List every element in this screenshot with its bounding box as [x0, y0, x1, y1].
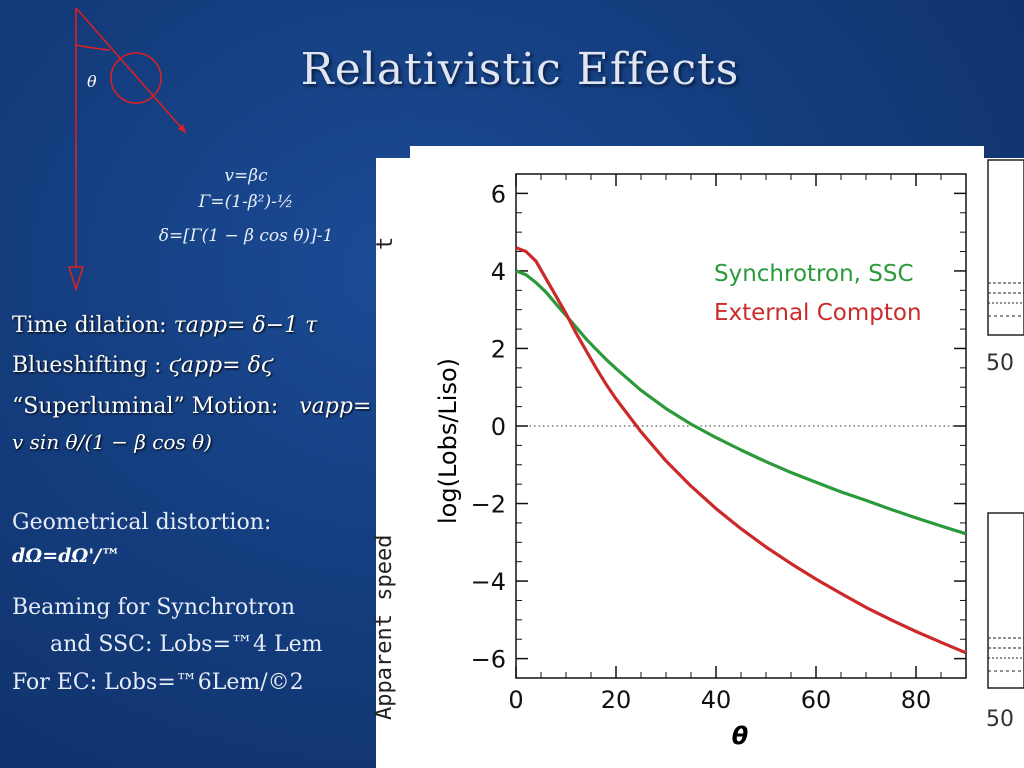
- y-tick-label: −6: [471, 646, 506, 674]
- doppler-factor-equation: δ=[Γ(1 − β cos θ)]-1: [158, 226, 334, 246]
- x-tick-label: 80: [901, 686, 932, 714]
- time-dilation-label: Time dilation:: [12, 313, 167, 338]
- axis-arrowhead: [67, 266, 85, 292]
- right-tick-label: 50: [986, 707, 1014, 732]
- time-dilation-formula: τapp= δ−1 τ: [173, 313, 318, 338]
- velocity-equation: v=βc: [224, 166, 268, 186]
- background-figure-ylabel: Apparent speed: [372, 534, 397, 720]
- y-tick-label: 6: [491, 180, 506, 208]
- background-figure-right-edge: 50 50: [986, 159, 1024, 732]
- right-panel-frame-bottom: [987, 512, 1024, 689]
- x-tick-label: 0: [508, 686, 523, 714]
- geometric-distortion-label: Geometrical distortion:: [12, 510, 272, 535]
- x-tick-label: 40: [701, 686, 732, 714]
- superluminal-line: “Superluminal” Motion: vapp=: [12, 394, 376, 419]
- legend-entry-synchrotron: Synchrotron, SSC: [714, 261, 914, 287]
- geometric-distortion-formula: dΩ=dΩ'/™: [12, 545, 121, 567]
- beaming-geometry-diagram: θ: [67, 7, 187, 292]
- superluminal-formula-start: vapp=: [299, 394, 372, 419]
- background-figure-ylabel-fragment: t: [373, 236, 398, 250]
- beaming-ssc-line: and SSC: Lobs=™4 Lem: [50, 632, 323, 657]
- right-tick-label: 50: [986, 351, 1014, 376]
- beaming-synchrotron-line: Beaming for Synchrotron: [12, 595, 296, 620]
- blueshift-label: Blueshifting :: [12, 353, 162, 378]
- y-axis-label: log(Lobs/Liso): [434, 358, 462, 524]
- y-tick-label: 0: [491, 413, 506, 441]
- y-tick-label: 2: [491, 335, 506, 363]
- slide-title: Relativistic Effects: [300, 44, 740, 95]
- superluminal-label: “Superluminal” Motion:: [12, 394, 279, 419]
- y-tick-label: −2: [471, 491, 506, 519]
- beaming-ec-line: For EC: Lobs=™6Lem/©2: [12, 670, 304, 695]
- superluminal-formula-cont: v sin θ/(1 − β cos θ): [12, 430, 212, 454]
- y-tick-label: 4: [491, 258, 506, 286]
- x-axis-label: θ: [732, 722, 749, 750]
- x-tick-label: 60: [801, 686, 832, 714]
- time-dilation-line: Time dilation: τapp= δ−1 τ: [12, 313, 317, 338]
- right-panel-frame-top: [987, 159, 1024, 336]
- angle-arc: [75, 44, 111, 51]
- x-tick-label: 20: [601, 686, 632, 714]
- series-line-synchrotron-ssc: [515, 269, 967, 536]
- y-tick-label: −4: [471, 568, 506, 596]
- legend-entry-external-compton: External Compton: [714, 300, 922, 326]
- blueshifting-line: Blueshifting : ϛapp= δϛ: [12, 353, 273, 378]
- jet-arrowhead: [178, 124, 186, 133]
- lorentz-factor-equation: Γ=(1-β²)-½: [198, 192, 294, 212]
- blueshift-formula: ϛapp= δϛ: [168, 353, 274, 378]
- series-line-external-compton: [515, 246, 967, 655]
- theta-label: θ: [87, 72, 97, 91]
- emitting-blob-circle: [110, 52, 162, 104]
- jet-direction-line: [75, 7, 187, 134]
- chart-series-group: [515, 246, 967, 655]
